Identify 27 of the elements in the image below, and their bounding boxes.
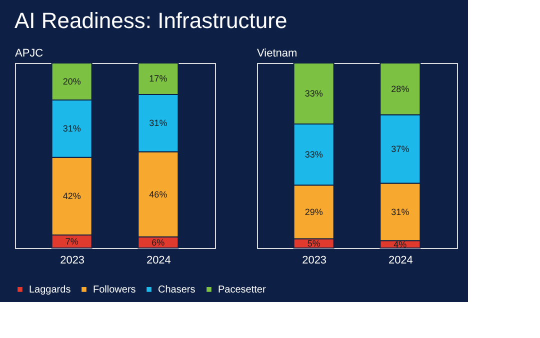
data-label: 42% — [62, 191, 81, 202]
data-label: 28% — [391, 84, 410, 94]
data-label: 4% — [394, 239, 407, 250]
chart-subtitle: Vietnam — [257, 48, 298, 60]
data-label: 46% — [149, 189, 168, 200]
x-tick-label: 2023 — [60, 254, 85, 266]
data-label: 17% — [149, 74, 168, 84]
data-label: 31% — [149, 118, 168, 128]
x-tick-label: 2024 — [388, 254, 413, 266]
x-tick-label: 2024 — [146, 254, 171, 266]
data-label: 31% — [391, 206, 410, 217]
chart-title: AI Readiness: Infrastructure — [14, 8, 288, 33]
data-label: 31% — [62, 124, 81, 134]
legend-label: Laggards — [29, 284, 71, 296]
data-label: 37% — [391, 144, 410, 154]
x-tick-label: 2023 — [302, 254, 327, 266]
data-label: 6% — [152, 237, 165, 248]
data-label: 33% — [304, 88, 323, 99]
legend-label: Followers — [93, 284, 136, 296]
data-label: 20% — [62, 76, 81, 86]
chart-subtitle: APJC — [15, 48, 44, 60]
data-label: 7% — [65, 236, 78, 247]
legend-label: Pacesetter — [218, 284, 266, 296]
legend-label: Chasers — [158, 284, 196, 296]
data-label: 33% — [304, 150, 323, 160]
data-label: 29% — [304, 206, 323, 217]
data-label: 5% — [307, 238, 320, 248]
